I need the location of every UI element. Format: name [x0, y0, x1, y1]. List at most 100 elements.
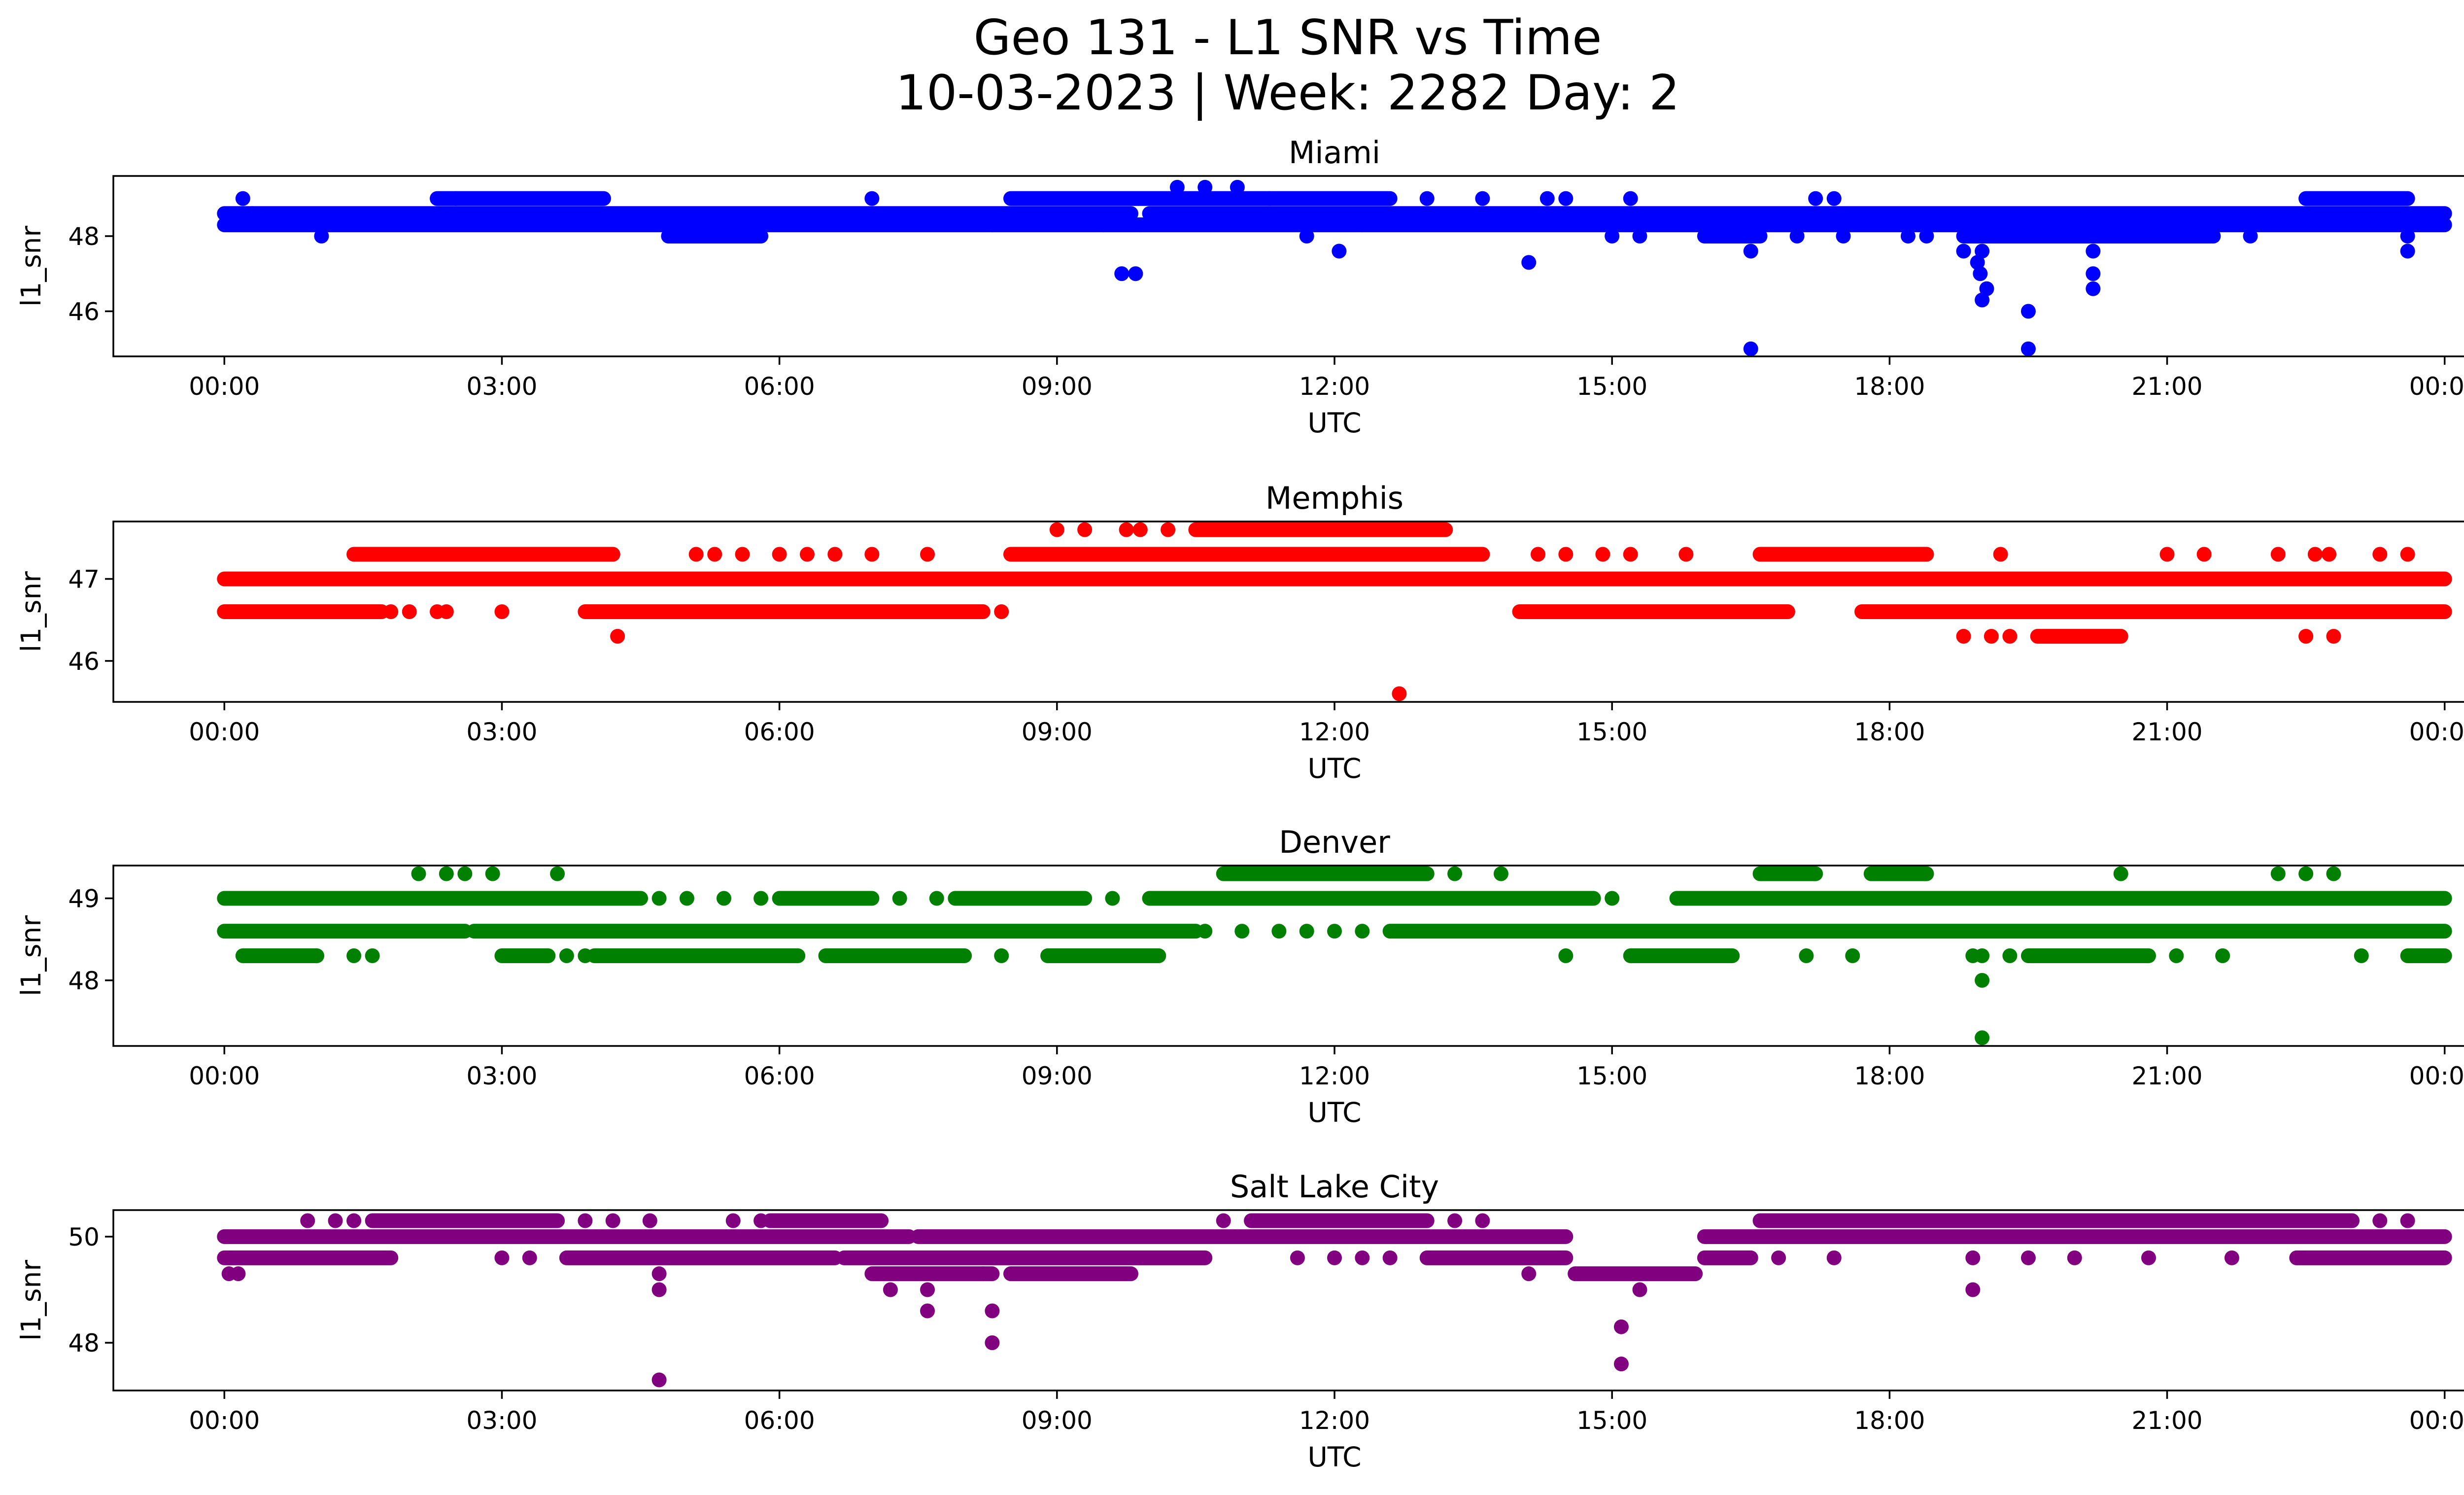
data-point — [2002, 628, 2018, 644]
chart-title-line2: 10-03-2023 | Week: 2282 Day: 2 — [896, 65, 1680, 121]
data-point — [1595, 547, 1610, 562]
data-point — [1230, 179, 1245, 195]
data-point — [1678, 547, 1694, 562]
data-point — [1216, 1213, 1231, 1228]
x-tick-label: 06:00 — [744, 372, 815, 401]
series-1 — [217, 522, 2452, 701]
data-point — [2215, 948, 2230, 963]
data-point — [1613, 1356, 1629, 1372]
x-tick-label: 21:00 — [2131, 372, 2202, 401]
data-point — [439, 866, 454, 881]
data-point — [2169, 948, 2184, 963]
y-tick-label: 47 — [68, 565, 100, 593]
data-point — [1558, 948, 1574, 963]
data-point — [1836, 229, 1851, 243]
x-tick-label: 18:00 — [1854, 1406, 1925, 1435]
data-point — [2326, 628, 2341, 644]
x-tick-label: 12:00 — [1299, 1406, 1370, 1435]
y-axis-label: l1_snr — [15, 226, 47, 307]
data-point — [457, 866, 473, 881]
x-tick-label: 09:00 — [1022, 1406, 1093, 1435]
data-point — [1965, 1282, 1981, 1297]
data-point — [1521, 255, 1537, 270]
x-tick-label: 15:00 — [1576, 718, 1647, 746]
y-tick-label: 49 — [68, 885, 100, 913]
panel-1: Memphis 00:00 03:00 06:00 09:00 12:00 15:00 18:… — [15, 480, 2464, 784]
data-point — [2086, 266, 2101, 281]
data-point — [1973, 266, 1988, 281]
data-point — [1558, 547, 1574, 562]
data-point — [1105, 891, 1120, 906]
data-point — [2020, 1250, 2036, 1265]
data-point — [827, 547, 843, 562]
data-point — [1281, 571, 1296, 587]
data-point — [651, 1266, 667, 1282]
data-point — [2020, 304, 2036, 319]
x-tick-label: 12:00 — [1299, 1062, 1370, 1090]
data-point — [559, 948, 574, 963]
data-point — [2067, 1250, 2082, 1265]
data-point — [300, 1213, 315, 1228]
panel-0: Miami 00:00 03:00 06:00 09:00 12:00 15:00 18:00… — [15, 135, 2464, 439]
data-point — [1605, 891, 1620, 906]
data-point — [1169, 179, 1185, 195]
data-point — [1531, 547, 1545, 562]
data-point — [605, 1213, 620, 1228]
data-point — [2270, 866, 2286, 881]
x-tick-label: 03:00 — [466, 1406, 537, 1435]
data-point — [522, 1250, 537, 1265]
x-tick-label: 03:00 — [466, 718, 537, 746]
x-tick-label: 00:00 — [189, 1406, 260, 1435]
x-tick-label: 03:00 — [466, 1062, 537, 1090]
data-point — [985, 1335, 1000, 1351]
data-point — [578, 948, 593, 963]
x-tick-label: 09:00 — [1022, 372, 1093, 401]
x-tick-label: 00:00 — [189, 718, 260, 746]
y-tick-label: 50 — [68, 1223, 100, 1252]
data-point — [1382, 1250, 1398, 1265]
y-tick-label: 46 — [68, 647, 100, 676]
data-point — [651, 891, 667, 906]
data-point — [985, 1303, 1000, 1319]
data-point — [717, 891, 731, 906]
x-tick-label: 18:00 — [1854, 1062, 1925, 1090]
data-point — [2400, 243, 2415, 259]
data-point — [735, 547, 750, 562]
data-point — [2020, 341, 2036, 356]
x-tick-label: 21:00 — [2131, 718, 2202, 746]
data-point — [1956, 243, 1971, 259]
x-tick-label: 21:00 — [2131, 1406, 2202, 1435]
data-point — [1975, 948, 1990, 963]
data-point — [1299, 924, 1314, 939]
data-point — [1845, 948, 1860, 963]
x-tick-label: 06:00 — [744, 1406, 815, 1435]
data-point — [1826, 1250, 1842, 1265]
data-point — [2196, 547, 2212, 562]
data-point — [411, 866, 426, 881]
data-point — [1318, 571, 1333, 587]
data-point — [1262, 571, 1277, 587]
data-point — [1993, 547, 2008, 562]
data-point — [2086, 281, 2101, 296]
data-point — [1632, 1282, 1647, 1297]
data-point — [1327, 924, 1342, 939]
x-axis-label: UTC — [1307, 753, 1361, 784]
data-point — [1975, 973, 1990, 988]
data-point — [328, 1213, 343, 1228]
data-point — [1623, 547, 1638, 562]
x-tick-label: 09:00 — [1022, 1062, 1093, 1090]
data-point — [1789, 229, 1805, 243]
data-point — [679, 891, 694, 906]
x-tick-label: 00:00 — [2409, 1406, 2464, 1435]
panel-3: Salt Lake City 00:00 03:00 06:00 09:00 12:00 1… — [15, 1169, 2464, 1473]
data-point — [1900, 229, 1916, 243]
data-point — [2354, 948, 2369, 963]
data-point — [494, 1250, 510, 1265]
data-point — [2322, 547, 2337, 562]
data-point — [2307, 547, 2323, 562]
data-point — [1345, 571, 1361, 587]
data-point — [1975, 1030, 1990, 1045]
y-axis-label: l1_snr — [15, 915, 47, 996]
data-point — [1128, 266, 1143, 281]
